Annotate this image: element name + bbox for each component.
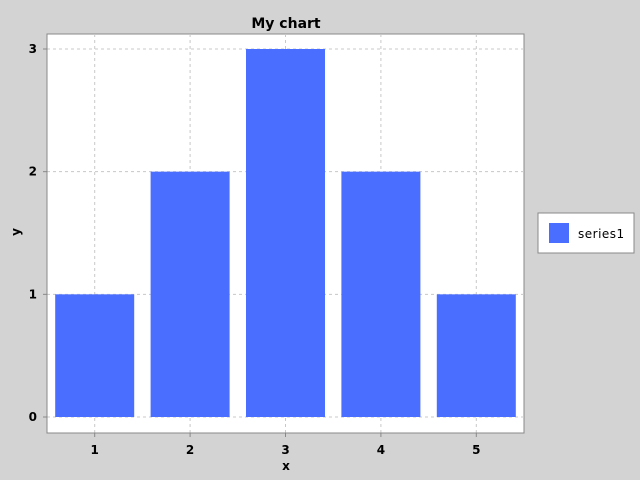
legend-swatch-series1 [549,223,569,243]
x-tick-label: 2 [186,443,194,457]
x-tick-label: 1 [91,443,99,457]
y-tick-label: 1 [29,287,37,301]
bar-1 [55,294,135,417]
y-axis-label: y [9,228,23,236]
bar-2 [150,171,230,417]
chart-title: My chart [251,16,321,32]
bar-5 [436,294,516,417]
x-tick-label: 4 [377,443,385,457]
legend: series1 [537,212,635,254]
y-tick-labels: 0 1 2 3 [29,42,47,424]
y-tick-label: 2 [29,165,37,179]
x-tick-labels: 1 2 3 4 5 [91,433,480,457]
y-tick-label: 3 [29,42,37,56]
legend-label-series1: series1 [578,227,625,241]
bar-4 [341,171,421,417]
x-tick-label: 5 [472,443,480,457]
x-axis-label: x [282,459,290,473]
bar-3 [246,49,325,417]
bars [55,49,516,417]
x-tick-label: 3 [281,443,289,457]
y-tick-label: 0 [29,410,37,424]
